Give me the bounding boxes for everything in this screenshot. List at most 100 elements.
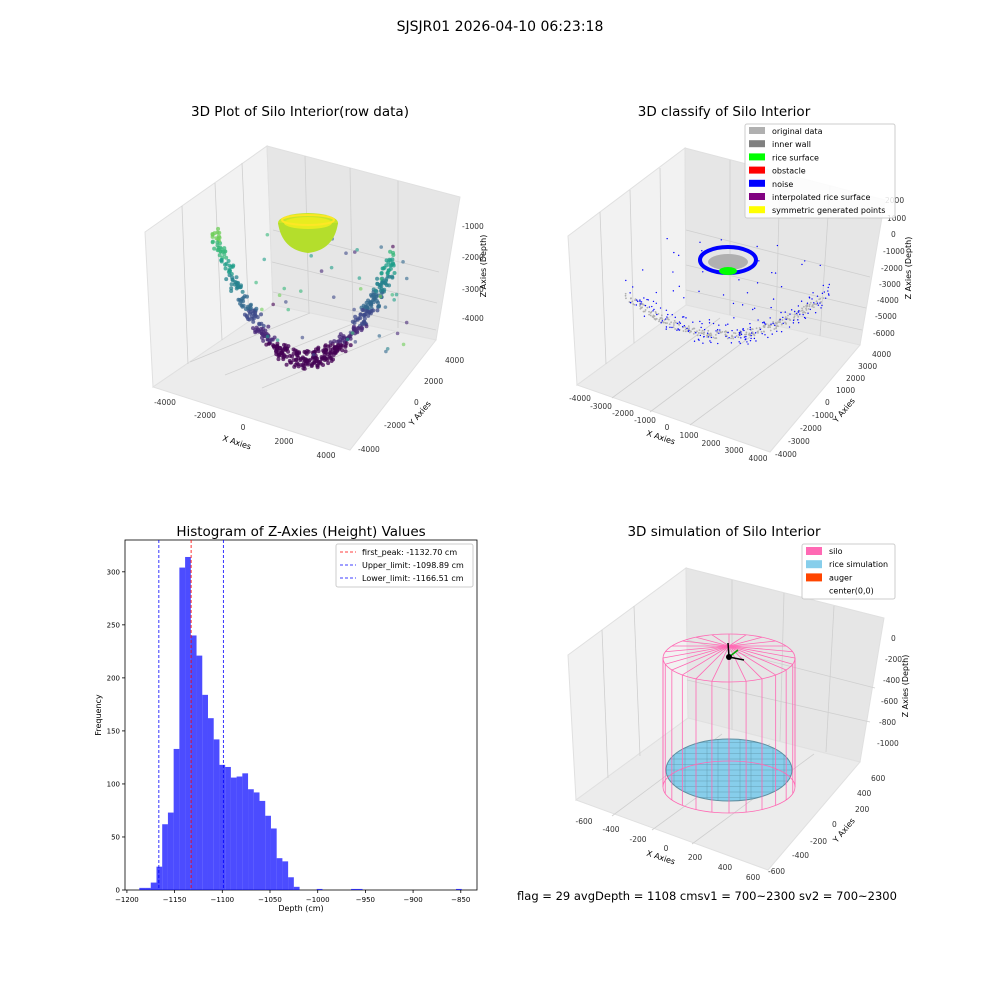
classify-noise-point (665, 326, 668, 328)
sim-y-tick: -600 (768, 867, 785, 876)
sim-x-tick: -600 (575, 817, 592, 826)
classify-noise-point (770, 306, 772, 309)
classify-noise-point (804, 317, 807, 319)
raw-data-point (240, 296, 245, 301)
classify-original-point (624, 292, 627, 295)
classify-original-point (768, 324, 771, 327)
classify-legend: original data inner wall rice surface obsta… (744, 123, 896, 219)
classify-noise-point (725, 324, 727, 326)
classify-original-point (808, 303, 811, 306)
classify-noise-point (747, 343, 749, 345)
classify-original-point (784, 316, 787, 319)
classify-noise-point (759, 328, 762, 331)
histogram-bar (230, 777, 237, 890)
raw-data-point (282, 346, 287, 351)
classify-noise-point (792, 319, 795, 322)
classify-legend-label: noise (772, 180, 793, 189)
classify-original-point (688, 331, 691, 334)
raw-scatter-point (265, 334, 270, 339)
classify-3d-axes-ticks: -4000 -3000 -2000 -1000 0 1000 2000 3000… (569, 196, 906, 463)
classify-noise-point (774, 324, 776, 327)
classify-original-point (794, 313, 797, 316)
classify-noise-point (800, 300, 803, 302)
raw-data-point (306, 349, 311, 354)
raw-data-point (246, 317, 251, 322)
classify-noise-point (746, 341, 748, 343)
raw-data-point (351, 326, 356, 331)
raw-data-point (369, 301, 374, 306)
raw-data-point (375, 300, 380, 305)
classify-noise-point (772, 322, 774, 325)
classify-noise-point (666, 316, 668, 318)
raw-data-point (382, 287, 387, 292)
raw-data-point (259, 312, 264, 317)
raw-data-point (329, 358, 334, 363)
classify-noise-point (774, 272, 777, 274)
raw-data-point (242, 312, 247, 317)
histogram-y-tick-label: 300 (107, 568, 120, 576)
classify-noise-point (771, 333, 773, 335)
raw-data-point (219, 257, 224, 262)
classify-original-point (641, 302, 643, 305)
raw-data-point (353, 314, 358, 319)
raw-data-point (291, 351, 296, 356)
classify-original-point (677, 322, 680, 325)
cls-x-tick: 2000 (701, 439, 720, 448)
classify-noise-point (698, 290, 700, 293)
histogram-bar (316, 888, 323, 890)
classify-noise-point (640, 303, 642, 305)
raw-data-point (239, 283, 244, 288)
classify-noise-point (708, 319, 711, 321)
cls-z-tick: -1000 (883, 247, 905, 256)
classify-original-point (773, 328, 776, 330)
classify-legend-swatch (749, 140, 765, 148)
classify-noise-point (819, 264, 821, 267)
raw-data-point (230, 275, 235, 280)
classify-original-point (697, 331, 700, 334)
cls-z-label: Z Axies (Depth) (904, 237, 913, 300)
classify-original-point (642, 310, 645, 313)
raw-data-point (304, 358, 309, 363)
histogram-bar (185, 556, 191, 890)
raw-data-point (378, 288, 383, 293)
raw-data-point (215, 240, 220, 245)
histogram-x-tick-label: −950 (356, 896, 375, 904)
histogram-bar (293, 886, 300, 890)
histogram-y-label: Frequency (94, 694, 103, 736)
classify-noise-point (792, 322, 795, 324)
classify-noise-point (681, 325, 684, 328)
raw-data-point (358, 316, 363, 321)
classify-noise-point (659, 307, 662, 309)
raw-data-point (387, 274, 392, 279)
classify-original-point (737, 336, 740, 339)
raw-scatter-point (345, 337, 350, 342)
histogram-bar (179, 567, 186, 890)
classify-original-point (684, 328, 687, 331)
histogram-title: Histogram of Z-Axies (Height) Values (176, 524, 425, 540)
raw-data-point (386, 260, 391, 265)
raw-x-tick: 0 (241, 423, 246, 432)
raw-data-point (248, 306, 253, 311)
classify-original-point (648, 313, 651, 316)
raw-data-point (241, 303, 246, 308)
raw-data-point (363, 304, 368, 309)
classify-noise-point (660, 322, 662, 324)
classify-noise-point (719, 329, 721, 331)
classify-original-point (712, 336, 715, 339)
classify-original-point (674, 328, 677, 330)
raw-data-point (210, 231, 215, 236)
classify-noise-point (665, 328, 667, 330)
classify-noise-point (669, 326, 671, 329)
raw-scatter-point (284, 300, 288, 304)
raw-data-point (356, 326, 361, 331)
raw-scatter-point (357, 276, 362, 280)
classify-original-point (746, 328, 749, 330)
raw-data-point (251, 316, 256, 321)
classify-noise-point (743, 329, 745, 332)
raw-data-point (388, 249, 393, 254)
classify-noise-point (655, 291, 657, 294)
raw-data-point (240, 289, 245, 294)
raw-data-point (301, 363, 306, 368)
sim-x-tick: 0 (664, 844, 669, 853)
classify-noise-point (804, 260, 806, 262)
